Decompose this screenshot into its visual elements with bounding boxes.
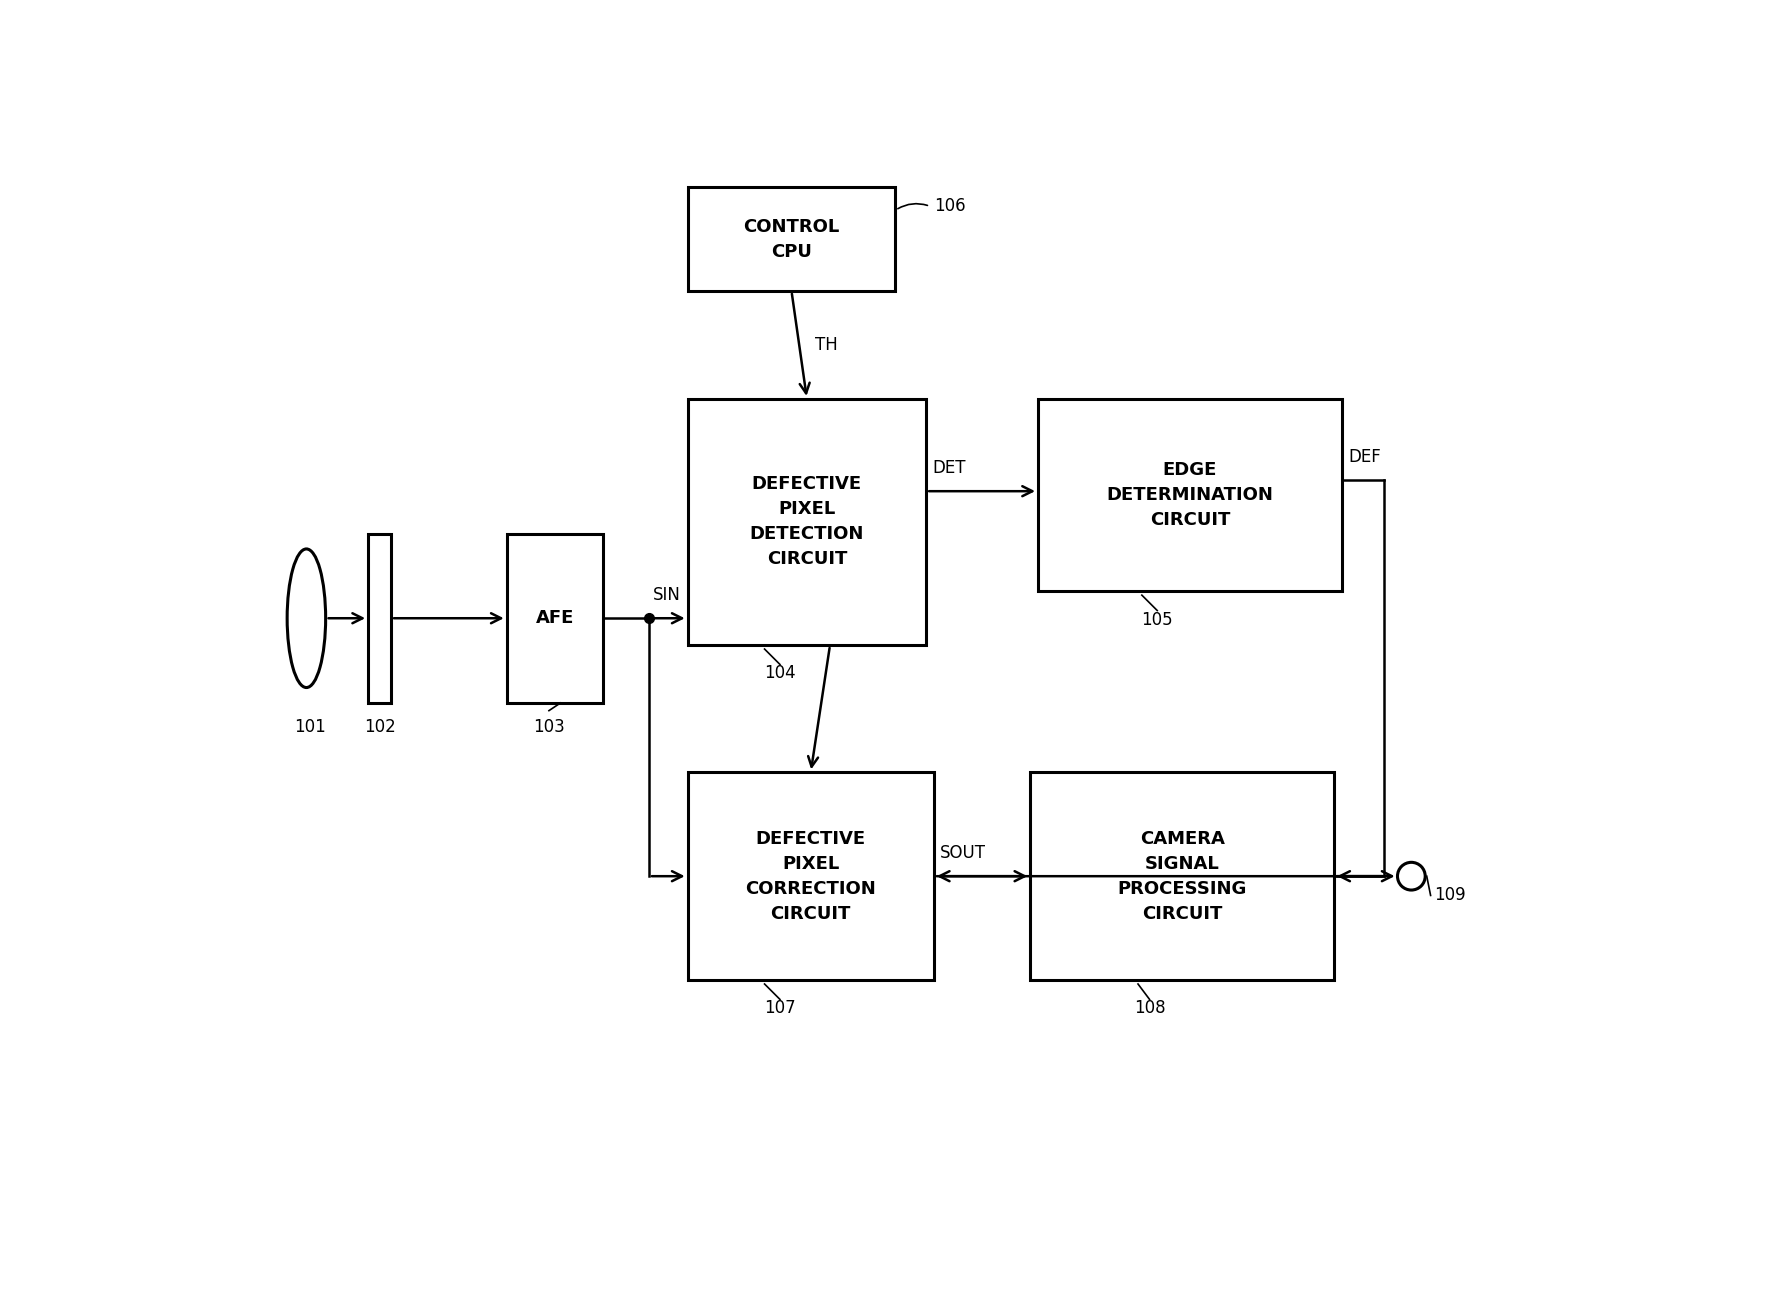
Ellipse shape	[287, 549, 325, 687]
Bar	[688, 772, 934, 980]
Text: 108: 108	[1134, 1000, 1166, 1017]
Text: CAMERA
SIGNAL
PROCESSING
CIRCUIT: CAMERA SIGNAL PROCESSING CIRCUIT	[1118, 829, 1247, 923]
Bar	[506, 534, 603, 703]
Text: DEFECTIVE
PIXEL
CORRECTION
CIRCUIT: DEFECTIVE PIXEL CORRECTION CIRCUIT	[745, 829, 876, 923]
Text: DEF: DEF	[1348, 448, 1382, 466]
Bar	[1030, 772, 1334, 980]
Text: DEFECTIVE
PIXEL
DETECTION
CIRCUIT: DEFECTIVE PIXEL DETECTION CIRCUIT	[750, 475, 863, 569]
Circle shape	[1398, 862, 1426, 891]
Text: 105: 105	[1141, 611, 1173, 629]
Text: SIN: SIN	[653, 586, 681, 604]
Text: 109: 109	[1435, 887, 1467, 905]
Text: TH: TH	[814, 336, 837, 354]
Text: DET: DET	[932, 460, 966, 478]
Text: 104: 104	[764, 664, 796, 682]
Text: 101: 101	[294, 719, 325, 737]
Text: AFE: AFE	[536, 609, 573, 628]
Text: SOUT: SOUT	[939, 844, 985, 862]
Text: CONTROL
CPU: CONTROL CPU	[743, 217, 840, 260]
Bar	[688, 398, 927, 646]
Bar	[1038, 398, 1343, 591]
Text: 106: 106	[934, 198, 966, 215]
Text: 103: 103	[532, 719, 564, 737]
Bar	[688, 187, 895, 290]
Bar	[368, 534, 391, 703]
Text: EDGE
DETERMINATION
CIRCUIT: EDGE DETERMINATION CIRCUIT	[1107, 461, 1274, 529]
Text: 102: 102	[364, 719, 396, 737]
Text: 107: 107	[764, 1000, 796, 1017]
